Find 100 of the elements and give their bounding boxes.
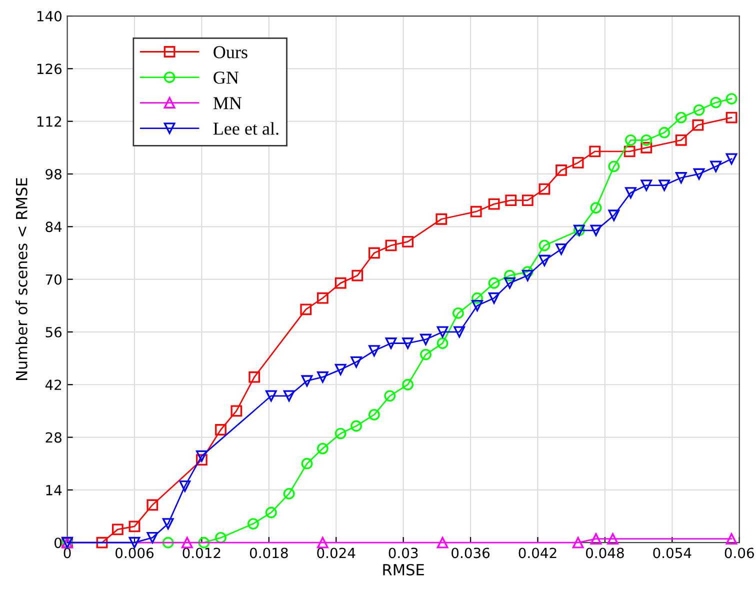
point [608, 210, 620, 222]
x-tick-label: 0.048 [586, 548, 624, 558]
point [710, 160, 722, 172]
point [112, 524, 124, 536]
point [488, 277, 500, 289]
point [572, 157, 584, 168]
point [607, 533, 618, 545]
point [368, 409, 380, 420]
point [215, 424, 226, 436]
point [640, 180, 652, 191]
point [316, 371, 328, 383]
point [624, 146, 636, 158]
point [590, 224, 602, 236]
point [470, 206, 482, 218]
x-tick-label: 0.06 [724, 548, 754, 558]
point [693, 104, 705, 116]
point [316, 292, 328, 304]
point [675, 112, 687, 124]
point [301, 458, 313, 470]
y-tick-label: 0 [54, 538, 62, 548]
point [385, 338, 397, 349]
y-axis-title: Number of scenes < RMSE [16, 178, 28, 380]
point [334, 364, 346, 376]
point [385, 240, 397, 252]
point [488, 198, 500, 210]
point [675, 172, 687, 184]
point [658, 180, 670, 191]
point [316, 536, 328, 548]
point [504, 277, 516, 289]
point [128, 536, 140, 548]
y-tick-label: 98 [46, 168, 62, 180]
point [454, 326, 466, 338]
point [265, 506, 277, 518]
x-tick-label: 0.054 [653, 548, 692, 558]
point [368, 247, 380, 259]
y-tick-label: 14 [46, 485, 62, 496]
point [556, 244, 567, 255]
point [301, 375, 313, 387]
point [265, 390, 277, 402]
point [146, 499, 158, 511]
x-axis-title: RMSE [383, 564, 424, 576]
point [625, 134, 636, 146]
point [146, 532, 158, 544]
point [625, 187, 636, 198]
legend-label: MN [213, 97, 242, 110]
point [472, 300, 483, 312]
point [658, 126, 670, 138]
point [196, 450, 208, 462]
point [368, 345, 380, 356]
point [283, 390, 295, 402]
point [472, 292, 483, 304]
point [538, 240, 550, 252]
point [675, 134, 687, 146]
point [572, 536, 584, 548]
point [402, 338, 414, 349]
point [436, 213, 448, 225]
point [230, 405, 242, 417]
point [710, 96, 722, 108]
point [590, 202, 602, 214]
legend-label: Lee et al. [213, 122, 278, 135]
x-tick-label: 0.012 [182, 548, 220, 558]
point [162, 518, 174, 530]
x-tick-label: 0.006 [116, 548, 154, 558]
legend-label: Ours [214, 46, 248, 58]
point [420, 348, 432, 360]
y-tick-label: 28 [46, 432, 62, 443]
point [693, 168, 705, 180]
y-tick-label: 84 [46, 222, 62, 232]
point [300, 304, 312, 316]
point [179, 480, 191, 492]
point [402, 236, 414, 248]
point [316, 442, 328, 454]
point [556, 164, 567, 176]
x-tick-label: 0.03 [388, 548, 418, 558]
x-tick-label: 0 [64, 548, 71, 558]
y-tick-label: 126 [37, 64, 62, 74]
point [198, 536, 210, 548]
point [334, 277, 346, 289]
point [538, 183, 550, 195]
point [350, 420, 362, 432]
legend-label: GN [214, 72, 239, 84]
point [384, 390, 396, 402]
x-tick-label: 0.042 [518, 548, 556, 558]
point [248, 518, 259, 530]
point [589, 146, 601, 158]
point [215, 532, 226, 544]
point [726, 153, 738, 165]
point [436, 326, 448, 338]
x-tick-label: 0.018 [250, 548, 288, 558]
x-tick-label: 0.024 [317, 548, 356, 558]
point [522, 194, 534, 206]
point [505, 194, 517, 206]
point [96, 536, 108, 548]
point [402, 378, 414, 390]
point [522, 266, 534, 278]
point [334, 428, 346, 440]
y-tick-label: 56 [46, 326, 62, 338]
point [350, 356, 362, 368]
y-tick-label: 42 [45, 380, 62, 390]
x-tick-label: 0.036 [452, 548, 490, 558]
